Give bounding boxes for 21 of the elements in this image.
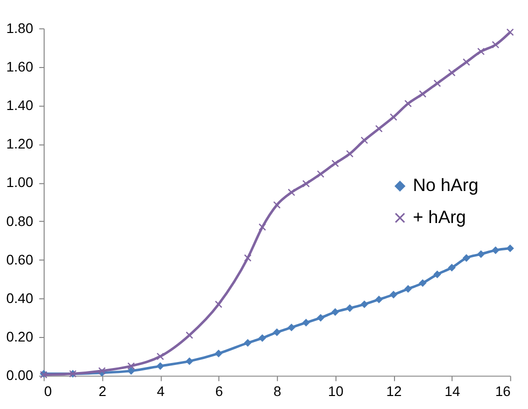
x-tick-label: 0: [44, 383, 52, 400]
y-tick-label: 0.80: [6, 212, 34, 229]
y-tick-label: 0.60: [6, 251, 34, 268]
x-tick-label: 6: [215, 383, 224, 400]
legend-label: + hArg: [412, 206, 466, 227]
y-tick-label: 1.40: [6, 96, 34, 113]
y-tick-label: 1.80: [6, 20, 34, 36]
y-tick-label: 0.20: [6, 328, 34, 345]
x-tick-label: 4: [156, 383, 165, 400]
x-tick-label: 12: [386, 383, 402, 400]
x-tick-label: 14: [444, 383, 460, 400]
y-tick-label: 1.60: [6, 58, 34, 74]
y-tick-label: 0.40: [6, 290, 34, 306]
x-tick-label: 16: [495, 383, 511, 400]
x-tick-label: 2: [98, 383, 107, 400]
x-tick-label: 10: [328, 383, 344, 400]
x-tick-label: 8: [274, 383, 282, 400]
y-tick-label: 1.20: [6, 136, 34, 152]
y-tick-label: 0.00: [6, 367, 34, 384]
y-tick-label: 1.00: [6, 174, 34, 190]
legend-label: No hArg: [412, 175, 478, 196]
